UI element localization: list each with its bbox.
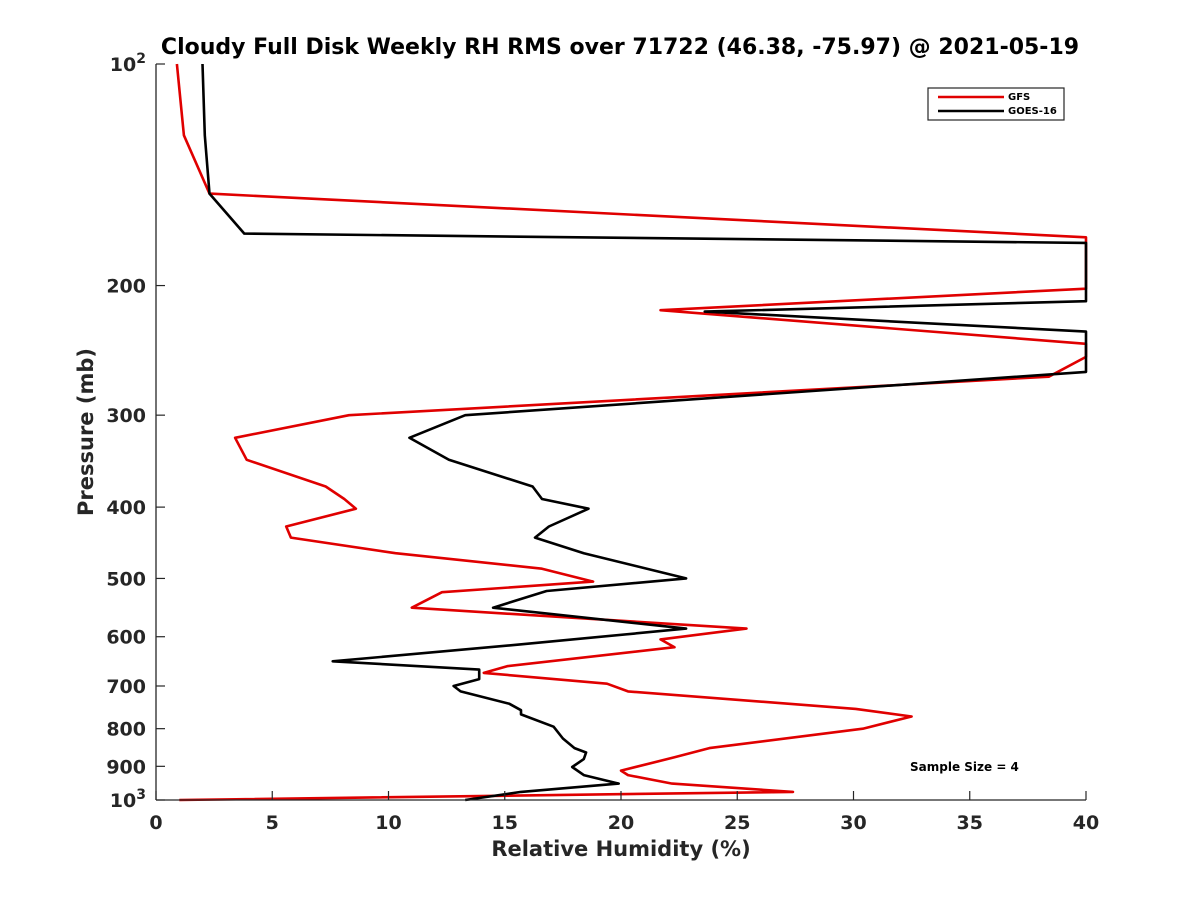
y-tick-label: 200 — [106, 276, 146, 298]
y-tick-label: 900 — [106, 756, 146, 778]
y-axis-label: Pressure (mb) — [74, 348, 98, 516]
y-tick-label: 102 — [110, 51, 146, 76]
legend-label-goes16: GOES-16 — [1008, 106, 1057, 117]
x-ticks: 0 5 10 15 20 25 30 35 40 — [149, 791, 1099, 834]
x-tick-label: 20 — [608, 812, 634, 834]
x-tick-label: 35 — [957, 812, 983, 834]
x-axis-label: Relative Humidity (%) — [491, 837, 750, 861]
x-tick-label: 25 — [724, 812, 750, 834]
series-layer — [175, 63, 1088, 802]
y-tick-label: 400 — [106, 497, 146, 519]
x-tick-label: 0 — [149, 812, 162, 834]
legend-box — [927, 87, 1065, 121]
y-tick-label: 800 — [106, 719, 146, 741]
series-line-goes16 — [201, 63, 1088, 802]
x-tick-label: 40 — [1073, 812, 1099, 834]
y-tick-label: 700 — [106, 676, 146, 698]
chart-title: Cloudy Full Disk Weekly RH RMS over 7172… — [161, 35, 1079, 60]
y-tick-label: 103 — [110, 787, 146, 812]
plot-area — [156, 64, 1086, 800]
x-tick-label: 10 — [375, 812, 401, 834]
y-ticks: 102 200 300 400 500 600 700 800 900 103 — [106, 51, 165, 812]
x-tick-label: 30 — [840, 812, 866, 834]
x-tick-label: 5 — [266, 812, 279, 834]
sample-size-annotation: Sample Size = 4 — [910, 760, 1019, 774]
y-tick-label: 600 — [106, 627, 146, 649]
y-tick-label: 500 — [106, 568, 146, 590]
legend: GFS GOES-16 — [927, 87, 1065, 121]
x-tick-label: 15 — [492, 812, 518, 834]
legend-label-gfs: GFS — [1008, 92, 1030, 103]
y-tick-label: 300 — [106, 405, 146, 427]
